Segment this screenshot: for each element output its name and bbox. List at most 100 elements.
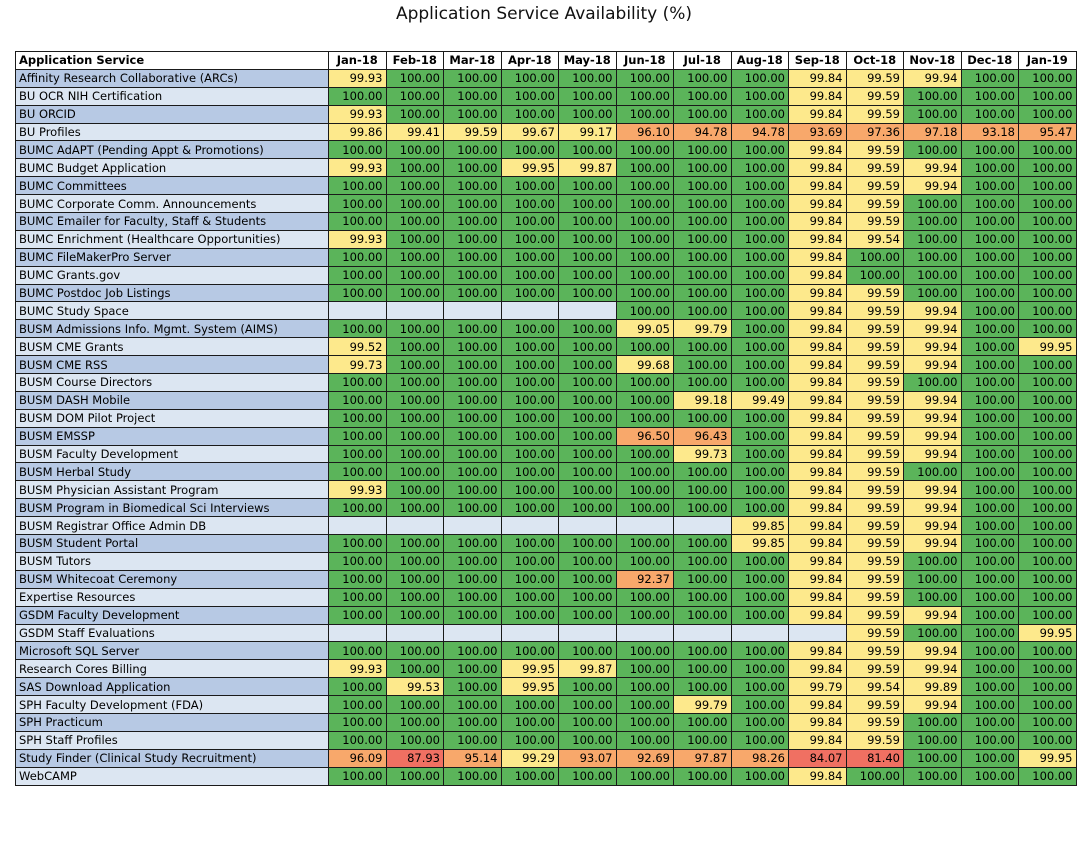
- availability-value-cell: 100.00: [500, 176, 559, 196]
- availability-value-cell: 100.00: [615, 265, 674, 285]
- availability-value-cell: 100.00: [730, 140, 789, 160]
- availability-value-cell: 99.84: [788, 319, 847, 339]
- availability-value-cell: 100.00: [960, 86, 1019, 106]
- availability-value-cell: 94.78: [730, 122, 789, 142]
- availability-value-cell: 100.00: [960, 587, 1019, 607]
- table-row: BUSM CME RSS 99.73 100.00 100.00 100.00 100.0…: [15, 355, 1077, 375]
- availability-value-cell: 99.84: [788, 641, 847, 661]
- availability-value-cell: 100.00: [673, 265, 732, 285]
- table-row: SAS Download Application 100.00 99.53 100.0…: [15, 677, 1077, 697]
- availability-value-cell: 100.00: [960, 444, 1019, 464]
- service-name-cell: Study Finder (Clinical Study Recruitment…: [15, 748, 329, 768]
- availability-value-cell: 99.59: [845, 390, 904, 410]
- availability-value-cell: 100.00: [558, 587, 617, 607]
- availability-value-cell: 100.00: [1018, 462, 1077, 482]
- availability-value-cell: 96.43: [673, 426, 732, 446]
- table-header-row: Application Service Jan-18 Feb-18 Mar-18 Ap…: [15, 51, 1077, 70]
- availability-value-cell: [730, 623, 789, 643]
- availability-value-cell: 100.00: [730, 551, 789, 571]
- availability-value-cell: 100.00: [385, 86, 444, 106]
- availability-value-cell: 100.00: [558, 569, 617, 589]
- availability-value-cell: 100.00: [615, 283, 674, 303]
- availability-value-cell: 99.59: [845, 444, 904, 464]
- availability-value-cell: 99.41: [385, 122, 444, 142]
- availability-value-cell: 100.00: [443, 569, 502, 589]
- availability-value-cell: 100.00: [443, 659, 502, 679]
- availability-value-cell: 100.00: [673, 355, 732, 375]
- availability-value-cell: 100.00: [730, 766, 789, 786]
- availability-value-cell: 100.00: [615, 677, 674, 697]
- availability-value-cell: 99.94: [903, 516, 962, 536]
- table-row: BUMC Committees 100.00 100.00 100.00 100.00 1…: [15, 176, 1077, 196]
- availability-value-cell: 99.49: [730, 390, 789, 410]
- availability-value-cell: 100.00: [1018, 677, 1077, 697]
- availability-value-cell: 100.00: [903, 587, 962, 607]
- availability-value-cell: 100.00: [385, 659, 444, 679]
- availability-value-cell: 100.00: [615, 659, 674, 679]
- availability-value-cell: 100.00: [443, 337, 502, 357]
- availability-value-cell: 100.00: [500, 766, 559, 786]
- availability-value-cell: 99.84: [788, 659, 847, 679]
- availability-value-cell: 99.73: [673, 444, 732, 464]
- availability-value-cell: 100.00: [558, 462, 617, 482]
- table-row: Microsoft SQL Server 100.00 100.00 100.00 10…: [15, 641, 1077, 661]
- table-row: SPH Faculty Development (FDA) 100.00 100.0…: [15, 695, 1077, 714]
- availability-value-cell: 100.00: [443, 587, 502, 607]
- availability-value-cell: 100.00: [1018, 641, 1077, 661]
- availability-value-cell: 100.00: [1018, 176, 1077, 196]
- availability-value-cell: 100.00: [500, 712, 559, 732]
- availability-value-cell: 100.00: [500, 444, 559, 464]
- availability-value-cell: 100.00: [385, 265, 444, 285]
- availability-value-cell: 100.00: [385, 247, 444, 267]
- availability-value-cell: 99.67: [500, 122, 559, 142]
- availability-value-cell: 100.00: [328, 319, 387, 339]
- availability-value-cell: 100.00: [1018, 695, 1077, 714]
- availability-value-cell: 96.50: [615, 426, 674, 446]
- availability-value-cell: 100.00: [1018, 140, 1077, 160]
- availability-value-cell: [385, 301, 444, 321]
- availability-value-cell: 100.00: [903, 247, 962, 267]
- availability-value-cell: 99.95: [500, 677, 559, 697]
- availability-value-cell: 99.59: [845, 212, 904, 231]
- availability-value-cell: 100.00: [443, 498, 502, 518]
- table-row: BUMC Study Space 100.00 100.00 100.00 99.84 9…: [15, 301, 1077, 321]
- availability-value-cell: 99.95: [1018, 748, 1077, 768]
- month-column-header: Jan-18: [328, 51, 387, 70]
- service-name-cell: BUSM Course Directors: [15, 373, 329, 392]
- availability-value-cell: [443, 516, 502, 536]
- availability-value-cell: 99.59: [845, 641, 904, 661]
- table-row: BUMC Grants.gov 100.00 100.00 100.00 100.00 1…: [15, 265, 1077, 285]
- availability-value-cell: 100.00: [500, 194, 559, 214]
- availability-value-cell: 99.84: [788, 408, 847, 428]
- availability-value-cell: 99.59: [845, 730, 904, 750]
- availability-value-cell: 100.00: [443, 408, 502, 428]
- availability-value-cell: 99.59: [845, 337, 904, 357]
- availability-value-cell: 100.00: [500, 373, 559, 392]
- availability-value-cell: 100.00: [730, 462, 789, 482]
- availability-value-cell: 100.00: [960, 748, 1019, 768]
- availability-value-cell: 99.17: [558, 122, 617, 142]
- availability-value-cell: 99.94: [903, 176, 962, 196]
- availability-value-cell: [500, 516, 559, 536]
- availability-value-cell: [328, 516, 387, 536]
- availability-value-cell: 100.00: [443, 677, 502, 697]
- availability-value-cell: 100.00: [558, 498, 617, 518]
- availability-value-cell: 99.94: [903, 355, 962, 375]
- availability-value-cell: 99.84: [788, 569, 847, 589]
- availability-value-cell: 99.89: [903, 677, 962, 697]
- availability-value-cell: 100.00: [615, 68, 674, 88]
- availability-value-cell: 100.00: [960, 534, 1019, 553]
- availability-value-cell: 99.59: [845, 605, 904, 625]
- availability-value-cell: 100.00: [500, 212, 559, 231]
- availability-value-cell: 99.84: [788, 444, 847, 464]
- availability-value-cell: 100.00: [500, 569, 559, 589]
- availability-value-cell: 100.00: [615, 229, 674, 249]
- availability-value-cell: 99.94: [903, 498, 962, 518]
- availability-value-cell: 100.00: [443, 86, 502, 106]
- availability-value-cell: 100.00: [385, 140, 444, 160]
- service-name-cell: SPH Faculty Development (FDA): [15, 695, 329, 714]
- availability-value-cell: 99.59: [845, 104, 904, 124]
- availability-value-cell: 100.00: [443, 480, 502, 500]
- availability-value-cell: 100.00: [960, 212, 1019, 231]
- availability-value-cell: 100.00: [960, 176, 1019, 196]
